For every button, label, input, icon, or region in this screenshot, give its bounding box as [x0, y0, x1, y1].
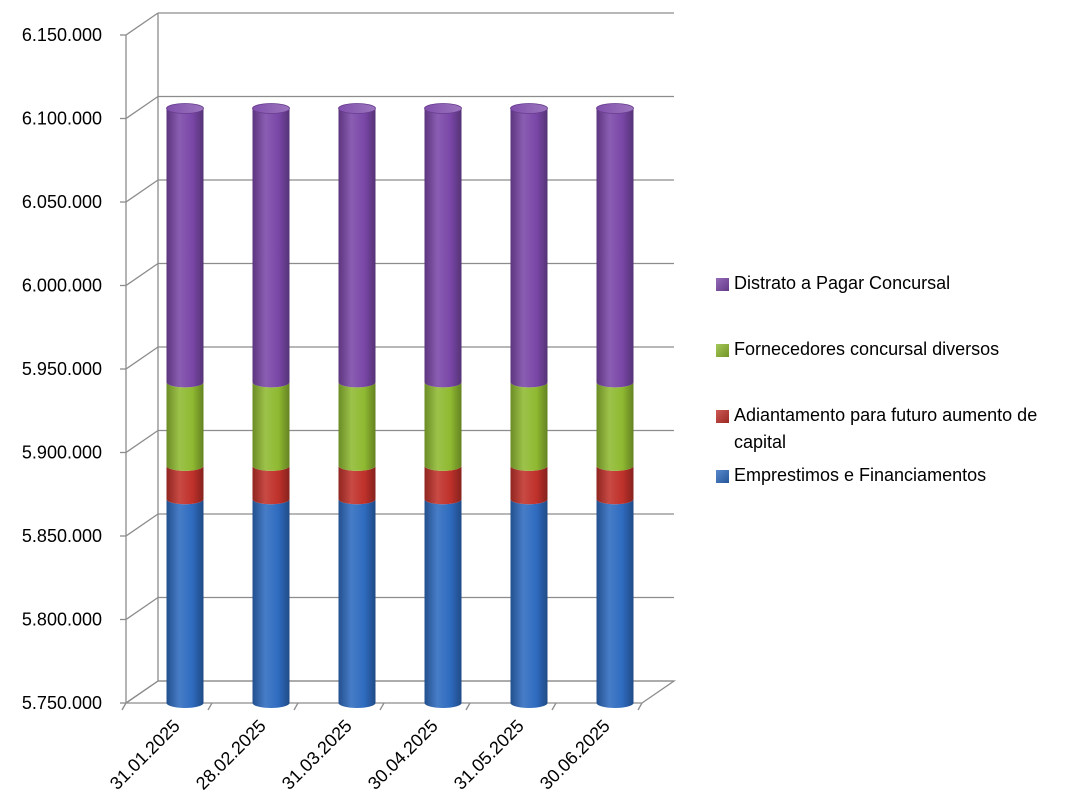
bar-top-cap-31.03.2025: [338, 103, 376, 114]
x-tick-label: 31.01.2025: [106, 716, 184, 794]
legend-label: Adiantamento para futuro aumento de capi…: [734, 405, 1038, 452]
gridline-side: [125, 596, 159, 621]
legend-swatch: [716, 410, 729, 423]
bar-fornecedores-concursal-diversos-31.05.2025: [510, 382, 548, 471]
bar-emprestimos-e-financiamentos-28.02.2025: [252, 499, 290, 708]
y-tick-label: 6.050.000: [22, 192, 102, 212]
y-tick-label: 5.850.000: [22, 526, 102, 546]
bar-emprestimos-e-financiamentos-30.04.2025: [424, 499, 462, 708]
bar-emprestimos-e-financiamentos-31.03.2025: [338, 499, 376, 708]
bar-distrato-a-pagar-concursal-30.04.2025: [424, 108, 462, 388]
legend-item: Fornecedores concursal diversos: [716, 336, 1066, 363]
bar-adiantamento-para-futuro-aumento-de-capital-31.01.2025: [166, 465, 204, 505]
y-tick-label: 5.950.000: [22, 359, 102, 379]
bar-top-cap-30.06.2025: [596, 103, 634, 114]
gridline-side: [125, 429, 159, 454]
legend-swatch: [716, 470, 729, 483]
gridline-side: [125, 95, 159, 120]
bar-emprestimos-e-financiamentos-31.05.2025: [510, 499, 548, 708]
legend-item: Adiantamento para futuro aumento de capi…: [716, 402, 1066, 456]
bar-adiantamento-para-futuro-aumento-de-capital-28.02.2025: [252, 465, 290, 505]
y-tick-label: 5.800.000: [22, 610, 102, 630]
y-tick-label: 6.150.000: [22, 25, 102, 45]
x-tick-label: 28.02.2025: [192, 716, 270, 794]
bar-distrato-a-pagar-concursal-30.06.2025: [596, 108, 634, 388]
gridline-side: [125, 513, 159, 537]
legend-item: Emprestimos e Financiamentos: [716, 462, 1066, 489]
legend-swatch: [716, 344, 729, 357]
x-tick-mark: [207, 702, 213, 711]
gridline-side: [125, 262, 159, 287]
bar-adiantamento-para-futuro-aumento-de-capital-31.05.2025: [510, 465, 548, 505]
legend-label: Emprestimos e Financiamentos: [734, 465, 987, 485]
legend-swatch: [716, 278, 729, 291]
bar-distrato-a-pagar-concursal-28.02.2025: [252, 108, 290, 388]
bar-adiantamento-para-futuro-aumento-de-capital-30.06.2025: [596, 465, 634, 505]
chart-floor: [123, 680, 677, 704]
bar-top-cap-30.04.2025: [424, 103, 462, 114]
y-tick-label: 6.000.000: [22, 276, 102, 296]
legend-item: Distrato a Pagar Concursal: [716, 270, 1066, 297]
gridline-side: [125, 179, 159, 203]
chart-legend: Distrato a Pagar Concursal Fornecedores c…: [716, 270, 1066, 489]
bar-fornecedores-concursal-diversos-30.04.2025: [424, 382, 462, 471]
legend-label: Fornecedores concursal diversos: [734, 339, 1000, 359]
bar-top-cap-31.05.2025: [510, 103, 548, 114]
x-tick-mark: [293, 702, 299, 711]
x-tick-label: 31.05.2025: [450, 716, 528, 794]
y-tick-label: 5.750.000: [22, 693, 102, 713]
bar-fornecedores-concursal-diversos-30.06.2025: [596, 382, 634, 471]
bar-adiantamento-para-futuro-aumento-de-capital-31.03.2025: [338, 465, 376, 505]
x-tick-mark: [465, 702, 471, 711]
gridline-side: [125, 346, 159, 370]
y-tick-label: 5.900.000: [22, 443, 102, 463]
bar-top-cap-31.01.2025: [166, 103, 204, 114]
x-tick-mark: [121, 702, 127, 711]
gridline-side: [125, 12, 159, 36]
x-tick-mark: [637, 702, 643, 711]
x-tick-mark: [379, 702, 385, 711]
bar-distrato-a-pagar-concursal-31.03.2025: [338, 108, 376, 388]
bar-fornecedores-concursal-diversos-31.03.2025: [338, 382, 376, 471]
bar-emprestimos-e-financiamentos-30.06.2025: [596, 499, 634, 708]
bar-distrato-a-pagar-concursal-31.01.2025: [166, 108, 204, 388]
bar-fornecedores-concursal-diversos-28.02.2025: [252, 382, 290, 471]
bar-adiantamento-para-futuro-aumento-de-capital-30.04.2025: [424, 465, 462, 505]
bar-fornecedores-concursal-diversos-31.01.2025: [166, 382, 204, 471]
bar-emprestimos-e-financiamentos-31.01.2025: [166, 499, 204, 708]
x-tick-label: 31.03.2025: [278, 716, 356, 794]
bar-top-cap-28.02.2025: [252, 103, 290, 114]
gridline-side: [125, 680, 159, 704]
y-tick-label: 6.100.000: [22, 109, 102, 129]
bar-distrato-a-pagar-concursal-31.05.2025: [510, 108, 548, 388]
x-tick-label: 30.06.2025: [536, 716, 614, 794]
x-tick-mark: [551, 702, 557, 711]
x-tick-label: 30.04.2025: [364, 716, 442, 794]
legend-label: Distrato a Pagar Concursal: [734, 273, 951, 293]
